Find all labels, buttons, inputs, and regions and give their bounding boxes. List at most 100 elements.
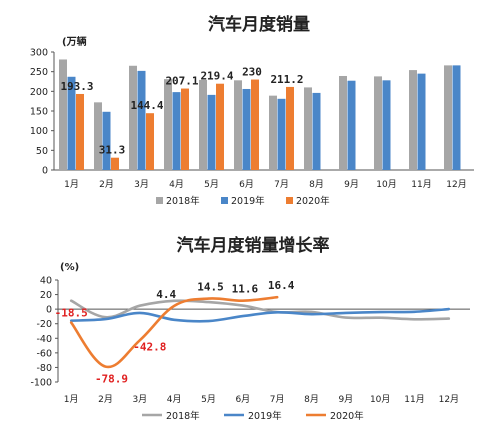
line-legend-label: 2019年 bbox=[248, 410, 282, 422]
bar-2020年-5月 bbox=[216, 83, 224, 170]
bar-2019年-7月 bbox=[277, 98, 286, 170]
line-x-tick-label: 2月 bbox=[98, 394, 113, 405]
bar-y-tick-label: 200 bbox=[30, 87, 48, 98]
line-x-tick-label: 4月 bbox=[167, 394, 182, 405]
bar-2019年-3月 bbox=[137, 70, 146, 170]
bar-x-tick-label: 5月 bbox=[204, 179, 219, 190]
bar-y-tick-label: 250 bbox=[30, 67, 48, 78]
line-series-2020年 bbox=[69, 295, 279, 369]
bar-2019年-1月 bbox=[67, 76, 76, 170]
bar-2018年-11月 bbox=[409, 70, 417, 170]
line-series-2018年 bbox=[69, 299, 451, 321]
bar-legend-swatch bbox=[286, 197, 293, 204]
bar-2018年-8月 bbox=[304, 87, 312, 170]
bar-2020年-1月 bbox=[76, 93, 84, 170]
line-y-tick-label: 20 bbox=[40, 290, 52, 301]
bar-2019年-6月 bbox=[242, 88, 251, 170]
bar-x-tick-label: 10月 bbox=[376, 179, 396, 190]
bar-data-label: 207.1 bbox=[165, 75, 198, 88]
bar-2018年-2月 bbox=[94, 102, 102, 170]
bar-2020年-7月 bbox=[286, 86, 294, 170]
line-x-tick-label: 8月 bbox=[304, 394, 319, 405]
bar-y-tick-label: 150 bbox=[30, 107, 48, 118]
bar-x-tick-label: 1月 bbox=[64, 179, 79, 190]
line-data-label: -42.8 bbox=[133, 340, 166, 353]
bar-2020年-4月 bbox=[181, 88, 189, 170]
bar-x-tick-label: 6月 bbox=[239, 179, 254, 190]
line-chart-title: 汽车月度销量增长率 bbox=[177, 235, 330, 256]
line-data-label: 16.4 bbox=[268, 279, 295, 292]
line-y-tick-label: -60 bbox=[36, 348, 52, 359]
bar-2018年-12月 bbox=[444, 65, 452, 170]
bar-2019年-11月 bbox=[417, 73, 426, 170]
line-legend-label: 2018年 bbox=[166, 410, 200, 422]
line-x-tick-label: 10月 bbox=[370, 394, 390, 405]
bar-2020年-2月 bbox=[111, 157, 119, 170]
line-y-tick-label: 0 bbox=[46, 305, 52, 316]
bar-chart-unit: (万辆 bbox=[62, 35, 87, 48]
bar-2020年-3月 bbox=[146, 113, 154, 170]
bar-2018年-7月 bbox=[269, 95, 277, 170]
bar-2019年-12月 bbox=[452, 65, 461, 170]
bar-2018年-4月 bbox=[164, 79, 172, 170]
bar-data-label: 144.4 bbox=[130, 99, 163, 112]
line-x-tick-label: 5月 bbox=[201, 394, 216, 405]
line-data-label: 11.6 bbox=[232, 283, 259, 296]
line-y-tick-label: -80 bbox=[36, 363, 52, 374]
line-x-tick-label: 6月 bbox=[235, 394, 250, 405]
line-x-tick-label: 3月 bbox=[132, 394, 147, 405]
line-y-tick-label: -100 bbox=[30, 378, 52, 389]
line-y-tick-label: -40 bbox=[36, 334, 52, 345]
bar-data-label: 211.2 bbox=[270, 73, 303, 86]
bar-legend-label: 2019年 bbox=[231, 195, 265, 207]
bar-legend-label: 2018年 bbox=[166, 195, 200, 207]
line-legend-label: 2020年 bbox=[330, 410, 364, 422]
line-x-tick-label: 7月 bbox=[270, 394, 285, 405]
bar-x-tick-label: 9月 bbox=[344, 179, 359, 190]
bar-legend-swatch bbox=[156, 197, 163, 204]
line-x-tick-label: 12月 bbox=[439, 394, 459, 405]
bar-2019年-10月 bbox=[382, 80, 391, 170]
line-y-tick-label: 40 bbox=[40, 276, 52, 287]
line-chart-unit: (%) bbox=[60, 262, 79, 273]
bar-2018年-6月 bbox=[234, 80, 242, 170]
bar-chart-title: 汽车月度销量 bbox=[208, 14, 310, 35]
line-series-2019年 bbox=[69, 307, 451, 323]
bar-2018年-5月 bbox=[199, 79, 207, 170]
bar-2019年-5月 bbox=[207, 94, 216, 170]
line-x-tick-label: 9月 bbox=[338, 394, 353, 405]
bar-data-label: 193.3 bbox=[60, 80, 93, 93]
bar-2018年-10月 bbox=[374, 76, 382, 170]
bar-2019年-4月 bbox=[172, 92, 181, 170]
bar-data-label: 31.3 bbox=[99, 144, 126, 157]
bar-y-tick-label: 100 bbox=[30, 126, 48, 137]
line-x-tick-label: 11月 bbox=[404, 394, 424, 405]
bar-2019年-9月 bbox=[347, 80, 356, 170]
line-y-tick-label: -20 bbox=[36, 319, 52, 330]
line-data-label: 14.5 bbox=[197, 281, 224, 294]
bar-data-label: 219.4 bbox=[200, 70, 233, 83]
bar-2018年-9月 bbox=[339, 75, 347, 170]
line-data-label: -18.5 bbox=[55, 307, 88, 320]
line-data-label: -78.9 bbox=[95, 373, 128, 386]
bar-x-tick-label: 11月 bbox=[411, 179, 431, 190]
line-data-label: 4.4 bbox=[156, 288, 176, 301]
bar-x-tick-label: 7月 bbox=[274, 179, 289, 190]
bar-x-tick-label: 2月 bbox=[99, 179, 114, 190]
bar-y-tick-label: 50 bbox=[36, 146, 48, 157]
bar-data-label: 230 bbox=[242, 66, 262, 79]
bar-2019年-8月 bbox=[312, 92, 321, 170]
line-x-tick-label: 1月 bbox=[64, 394, 79, 405]
bar-y-tick-label: 0 bbox=[42, 166, 48, 177]
bar-2019年-2月 bbox=[102, 111, 111, 170]
bar-2018年-1月 bbox=[59, 59, 67, 171]
bar-2018年-3月 bbox=[129, 65, 137, 170]
bar-legend-label: 2020年 bbox=[296, 195, 330, 207]
bar-y-tick-label: 300 bbox=[30, 48, 48, 59]
bar-legend-swatch bbox=[221, 197, 228, 204]
bar-x-tick-label: 4月 bbox=[169, 179, 184, 190]
bar-2020年-6月 bbox=[251, 79, 259, 170]
bar-x-tick-label: 3月 bbox=[134, 179, 149, 190]
